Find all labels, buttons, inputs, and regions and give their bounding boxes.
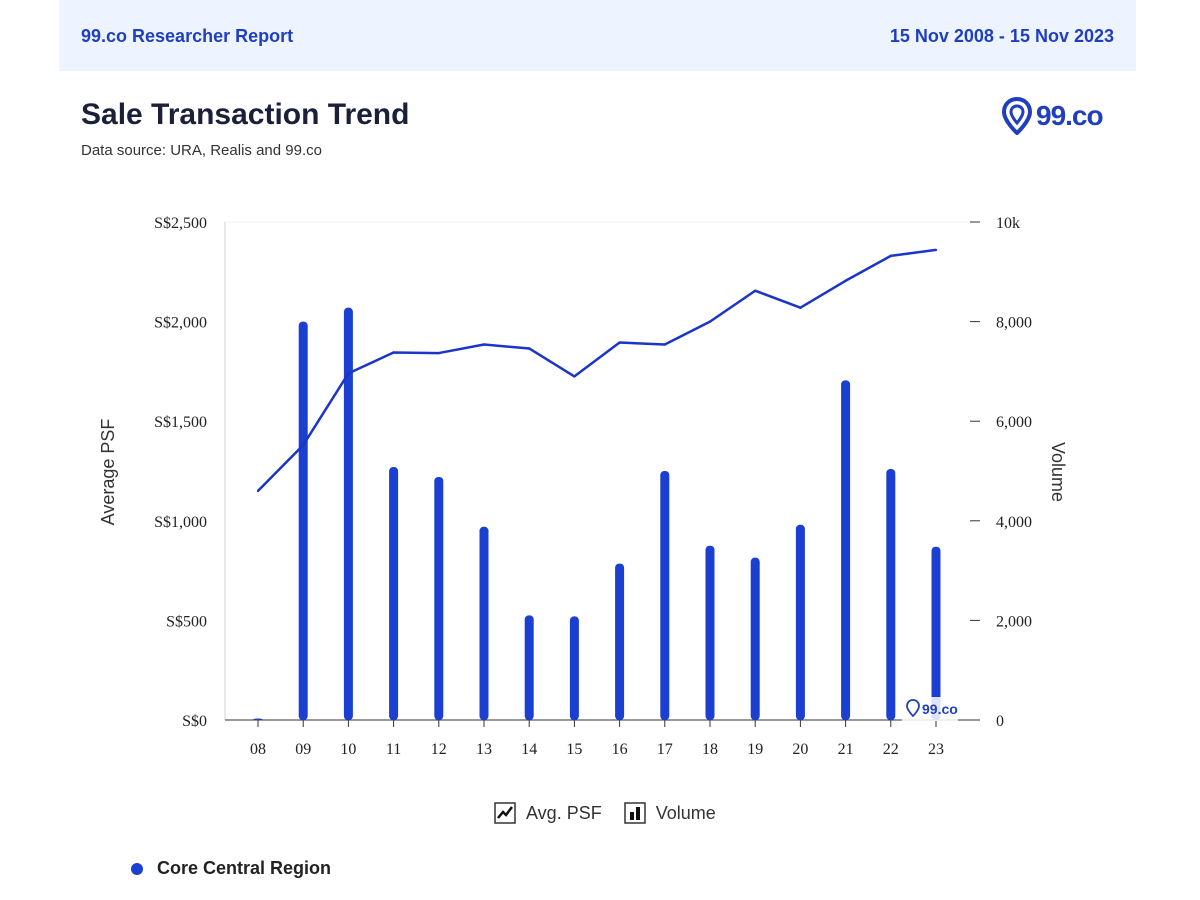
x-tick-label: 14 [521,741,537,758]
avg-psf-point[interactable] [392,351,395,354]
avg-psf-point[interactable] [437,351,440,355]
right-tick-label: 6,000 [996,414,1032,431]
avg-psf-point[interactable] [844,279,847,282]
right-axis: 0 2,000 4,000 6,000 8,000 10k [970,215,1032,730]
x-tick-label: 11 [386,741,401,758]
logo-text: 99.co [1036,100,1104,131]
x-tick-label: 12 [431,741,447,758]
volume-bar[interactable] [434,476,444,720]
volume-bar[interactable] [524,615,534,720]
left-axis: S$0 S$500 S$1,000 S$1,500 S$2,000 S$2,500 [154,215,970,730]
right-axis-label: Volume [1048,442,1068,502]
avg-psf-point[interactable] [347,372,350,375]
left-tick-label: S$2,500 [154,215,207,232]
x-tick-label: 17 [657,741,673,758]
right-tick-label: 2,000 [996,613,1032,630]
avg-psf-point[interactable] [618,341,621,344]
avg-psf-point[interactable] [889,254,892,258]
x-tick-label: 10 [340,741,356,758]
page-title: Sale Transaction Trend [81,98,410,131]
avg-psf-line-path[interactable] [257,248,937,492]
left-tick-label: S$500 [166,613,207,630]
volume-bar[interactable] [343,307,353,720]
x-tick-label: 23 [928,741,944,758]
volume-bar[interactable] [750,557,760,720]
volume-bar[interactable] [660,471,670,720]
region-dot [131,862,143,875]
avg-psf-point[interactable] [799,306,802,309]
report-title: 99.co Researcher Report [81,26,294,46]
chart-legend: Avg. PSF Volume [494,802,716,824]
left-tick-label: S$2,000 [154,315,207,332]
date-range: 15 Nov 2008 - 15 Nov 2023 [889,26,1114,46]
legend-avg-psf-label: Avg. PSF [526,802,602,823]
watermark-pin-icon [906,699,920,718]
watermark-text: 99.co [922,701,958,717]
volume-bar[interactable] [886,469,896,720]
left-tick-label: S$0 [182,713,207,730]
report-header: 99.co Researcher Report 15 Nov 2008 - 15… [59,0,1136,71]
volume-bar[interactable] [569,616,579,720]
region-legend[interactable]: Core Central Region [131,858,331,879]
legend-volume-label: Volume [655,802,716,823]
avg-psf-point[interactable] [934,248,938,252]
volume-bar[interactable] [253,718,263,720]
x-tick-label: 13 [476,741,492,758]
x-tick-label: 18 [702,741,718,758]
avg-psf-point[interactable] [482,343,486,346]
volume-bar[interactable] [931,546,941,720]
left-tick-label: S$1,500 [154,414,207,431]
chart-watermark: 99.co [902,697,958,721]
x-tick-label: 09 [295,741,311,758]
left-axis-label: Average PSF [98,419,118,526]
left-tick-label: S$1,000 [154,514,207,531]
avg-psf-point[interactable] [708,320,712,323]
right-tick-label: 0 [996,713,1004,730]
avg-psf-point[interactable] [754,289,757,292]
bar-chart-icon [623,802,646,824]
avg-psf-point[interactable] [256,489,260,493]
avg-psf-line [256,248,938,493]
right-tick-label: 10k [996,215,1020,232]
volume-bar[interactable] [389,467,399,720]
legend-avg-psf[interactable]: Avg. PSF [494,802,602,824]
x-tick-label: 21 [838,741,854,758]
x-axis: 08 09 10 11 12 13 14 15 16 17 18 19 20 21 22 23 [250,720,944,758]
x-tick-label: 16 [612,741,628,758]
x-tick-label: 19 [747,741,763,758]
avg-psf-point[interactable] [573,375,576,378]
avg-psf-point[interactable] [528,347,531,350]
volume-bars [253,307,941,720]
right-tick-label: 8,000 [996,315,1032,332]
location-pin-icon [1002,97,1032,135]
line-chart-icon [494,802,516,824]
avg-psf-point[interactable] [663,343,666,346]
legend-volume[interactable]: Volume [623,802,716,824]
avg-psf-point[interactable] [302,443,305,447]
volume-bar[interactable] [705,545,715,720]
volume-bar[interactable] [479,526,489,720]
x-tick-label: 15 [566,741,582,758]
volume-bar[interactable] [841,380,851,720]
volume-bar[interactable] [795,524,805,720]
x-tick-label: 20 [792,741,808,758]
x-tick-label: 08 [250,741,266,758]
brand-logo: 99.co [1002,96,1104,136]
volume-bar[interactable] [298,321,308,720]
x-tick-label: 22 [883,741,899,758]
volume-bar[interactable] [615,563,625,720]
right-tick-label: 4,000 [996,514,1032,531]
data-source: Data source: URA, Realis and 99.co [81,142,322,159]
region-label: Core Central Region [157,858,332,878]
